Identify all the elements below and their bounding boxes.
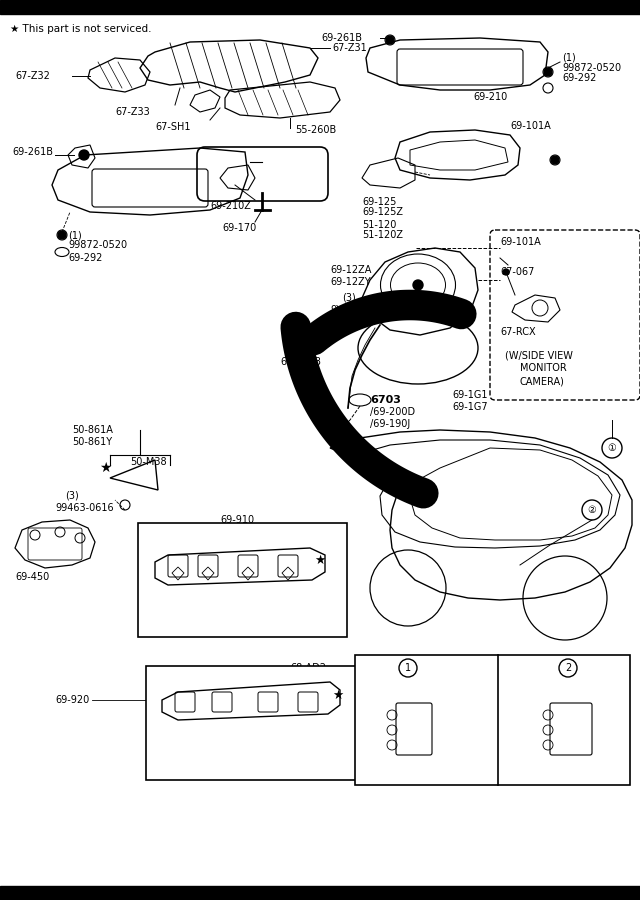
Text: (NO.1): (NO.1) <box>368 680 399 690</box>
Text: ①: ① <box>607 443 616 453</box>
Text: 69-922: 69-922 <box>152 592 186 602</box>
Text: (NO.2): (NO.2) <box>510 680 541 690</box>
Text: 9YA02-A612: 9YA02-A612 <box>330 305 388 315</box>
Text: 69-292: 69-292 <box>68 253 102 263</box>
Circle shape <box>544 68 552 76</box>
Text: 68-AD2: 68-AD2 <box>362 663 398 673</box>
Text: ★: ★ <box>314 554 326 566</box>
Text: (1): (1) <box>545 757 559 767</box>
Text: (1): (1) <box>380 757 394 767</box>
Text: ★: ★ <box>332 688 344 701</box>
Text: 50-M38: 50-M38 <box>130 457 166 467</box>
Circle shape <box>79 150 89 160</box>
Text: 69-922: 69-922 <box>165 722 200 732</box>
Text: 51-120: 51-120 <box>362 220 396 230</box>
Text: 99872-0520: 99872-0520 <box>68 240 127 250</box>
Text: (1): (1) <box>68 230 82 240</box>
Text: 69-170: 69-170 <box>222 223 256 233</box>
Text: MONITOR: MONITOR <box>520 363 567 373</box>
Text: 69-125Z: 69-125Z <box>362 207 403 217</box>
Text: 69-125: 69-125 <box>362 197 396 207</box>
Text: 69-56X: 69-56X <box>368 692 403 702</box>
Text: 1: 1 <box>405 663 411 673</box>
Text: 99872-0520: 99872-0520 <box>562 63 621 73</box>
Text: 69-210Z: 69-210Z <box>210 201 251 211</box>
Text: 67-Z32: 67-Z32 <box>15 71 50 81</box>
Text: 69-210: 69-210 <box>473 92 507 102</box>
Text: 99466-0616B: 99466-0616B <box>510 767 575 777</box>
Circle shape <box>58 231 66 239</box>
Bar <box>0 886 640 900</box>
Text: 69-1G1: 69-1G1 <box>452 390 488 400</box>
Text: CAMERA): CAMERA) <box>520 376 565 386</box>
Text: ★ This part is not serviced.: ★ This part is not serviced. <box>10 24 152 34</box>
Text: (W/SIDE VIEW: (W/SIDE VIEW <box>505 350 573 360</box>
Text: ★: ★ <box>99 461 111 475</box>
FancyBboxPatch shape <box>146 666 368 780</box>
Text: 69-261B: 69-261B <box>12 147 53 157</box>
Text: (3): (3) <box>342 293 356 303</box>
Text: 69-920: 69-920 <box>56 695 90 705</box>
Text: 68-AD2: 68-AD2 <box>252 533 288 543</box>
Text: 6703: 6703 <box>370 395 401 405</box>
Text: 69-922: 69-922 <box>218 605 252 615</box>
Text: 68-AD2: 68-AD2 <box>290 663 326 673</box>
Bar <box>355 655 630 785</box>
Text: /69-190J: /69-190J <box>370 419 410 429</box>
Text: 69-12ZY: 69-12ZY <box>330 277 371 287</box>
Text: 67-SH1: 67-SH1 <box>155 122 191 132</box>
Text: 69-115B: 69-115B <box>280 357 321 367</box>
Text: 69-922: 69-922 <box>230 736 264 746</box>
Text: ②: ② <box>588 505 596 515</box>
Text: 69-101A: 69-101A <box>510 121 551 131</box>
Text: 69-12ZA: 69-12ZA <box>330 265 371 275</box>
Text: 2: 2 <box>565 663 571 673</box>
Text: (3): (3) <box>65 490 79 500</box>
Circle shape <box>413 280 423 290</box>
Text: 69-1G7: 69-1G7 <box>452 402 488 412</box>
Text: 67-Z33: 67-Z33 <box>115 107 150 117</box>
Text: (1): (1) <box>562 53 576 63</box>
Text: 50-861Y: 50-861Y <box>72 437 112 447</box>
Text: 67-Z31: 67-Z31 <box>332 43 367 53</box>
FancyBboxPatch shape <box>138 523 347 637</box>
Text: 69-56X: 69-56X <box>510 692 545 702</box>
Text: 67-RCX: 67-RCX <box>500 327 536 337</box>
Text: 69-450: 69-450 <box>15 572 49 582</box>
Text: 69-910: 69-910 <box>220 515 254 525</box>
Text: 69-261B: 69-261B <box>321 33 362 43</box>
Text: 99466-0616B: 99466-0616B <box>368 767 433 777</box>
Text: 69-292: 69-292 <box>562 73 596 83</box>
Text: 99463-0616: 99463-0616 <box>55 503 114 513</box>
Text: 50-861A: 50-861A <box>72 425 113 435</box>
Text: 67-067: 67-067 <box>500 267 534 277</box>
Text: 51-120Z: 51-120Z <box>362 230 403 240</box>
Bar <box>0 0 640 14</box>
Text: 55-260B: 55-260B <box>295 125 336 135</box>
Circle shape <box>386 36 394 44</box>
Circle shape <box>503 269 509 275</box>
Text: 69-101A: 69-101A <box>500 237 541 247</box>
Circle shape <box>551 156 559 164</box>
Text: /69-200D: /69-200D <box>370 407 415 417</box>
